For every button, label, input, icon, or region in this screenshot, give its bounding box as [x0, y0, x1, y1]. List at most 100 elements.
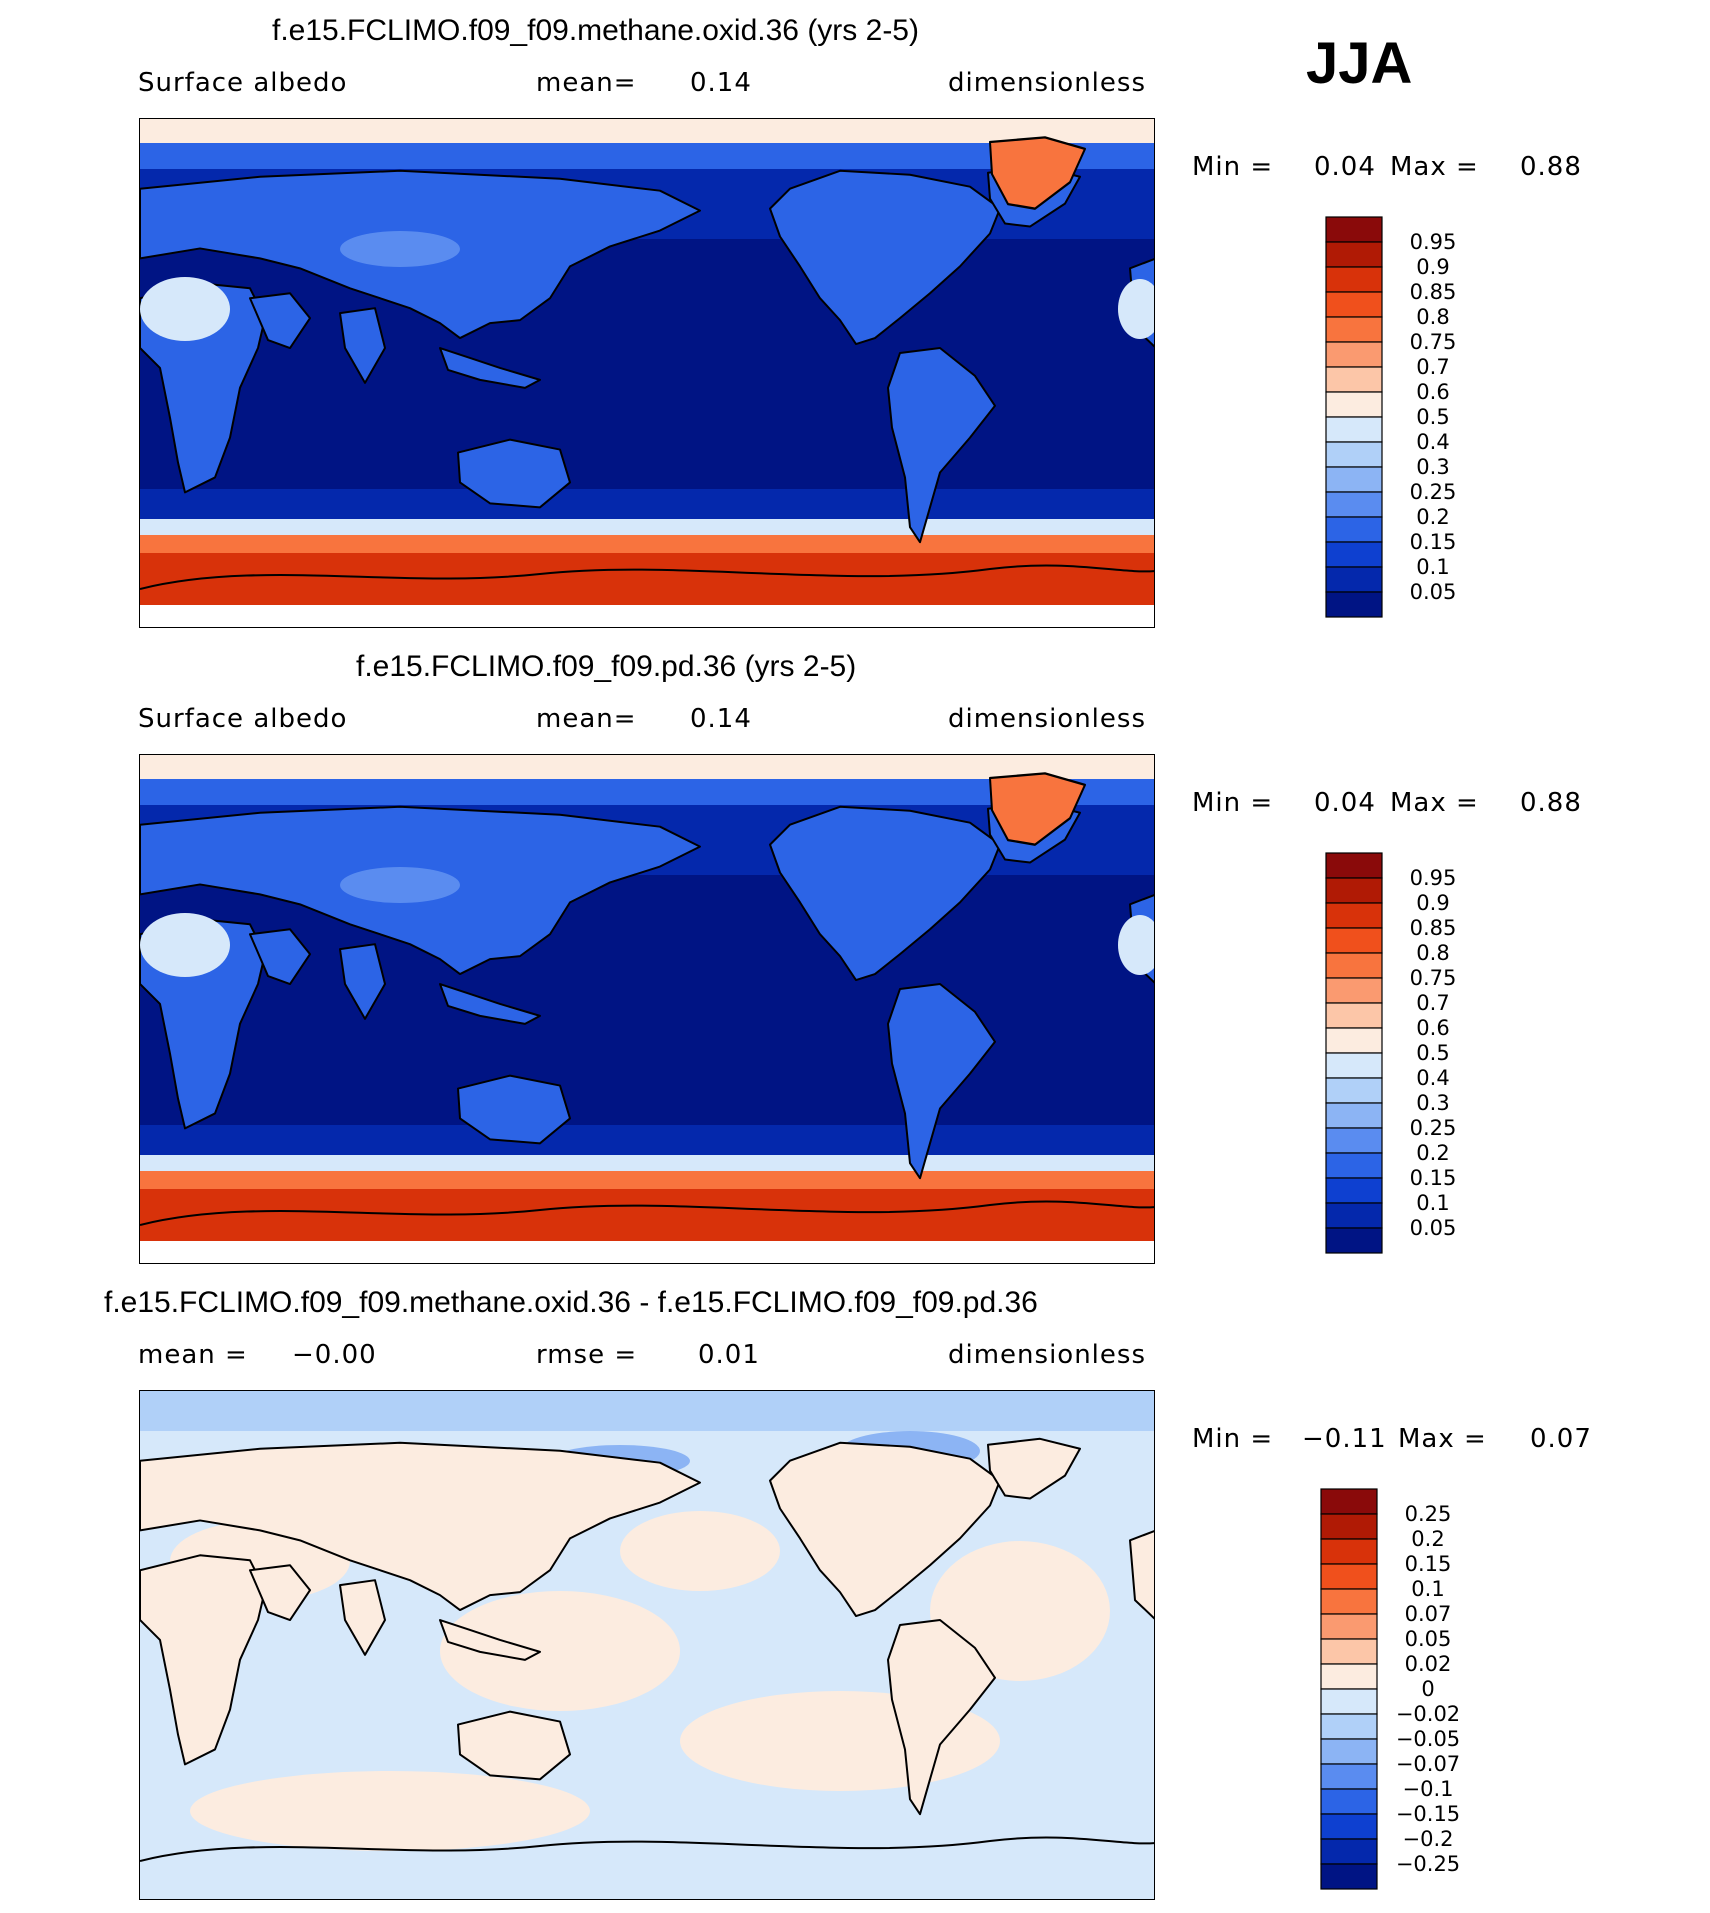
south-pole-gap [140, 605, 1154, 627]
colorbar-tick-label: 0.5 [1416, 405, 1449, 429]
panel-1-min-value: 0.04 [1314, 152, 1376, 182]
arctic-band [140, 1391, 1154, 1431]
colorbar-box [1325, 852, 1383, 879]
panel-3-min-label: Min = [1192, 1424, 1274, 1454]
antarctica-fill [140, 1189, 1154, 1241]
colorbar-box [1325, 1077, 1383, 1104]
panel-2-min-value: 0.04 [1314, 788, 1376, 818]
colorbar-box [1325, 1027, 1383, 1054]
colorbar-tick-label: 0.15 [1405, 1552, 1452, 1576]
positive-patch [620, 1511, 780, 1591]
colorbar-box [1320, 1688, 1378, 1715]
colorbar-box [1325, 416, 1383, 443]
land-africa [140, 1554, 266, 1766]
land-arabia [249, 292, 311, 350]
colorbar-tick-label: 0.15 [1410, 1166, 1457, 1190]
panel-3-colorbar: 0.25 0.2 0.15 0.1 0.07 0.05 0.02 0 −0.02 −0.05 −0.… [1320, 1488, 1460, 1890]
tibet-plateau [340, 231, 460, 267]
panel-2-max-value: 0.88 [1520, 788, 1582, 818]
land-greenland [987, 1437, 1081, 1500]
colorbar-box [1325, 1202, 1383, 1229]
southern-ice [140, 1171, 1154, 1189]
land-southAmerica [887, 1619, 996, 1816]
panel-3-mean-value: −0.00 [292, 1340, 377, 1370]
colorbar-tick-label: 0.85 [1410, 280, 1457, 304]
colorbar-tick-label: 0 [1421, 1677, 1434, 1701]
colorbar-tick-label: −0.25 [1396, 1852, 1460, 1876]
tropical-ocean [140, 239, 1154, 489]
panel-3-units: dimensionless [948, 1340, 1146, 1370]
colorbar-box [1325, 216, 1383, 243]
colorbar-tick-label: 0.95 [1410, 866, 1457, 890]
colorbar-tick-label: 0.05 [1405, 1627, 1452, 1651]
panel-1-max-value: 0.88 [1520, 152, 1582, 182]
panel-2-mean-label: mean= [536, 704, 637, 734]
panel-3-min-value: −0.11 [1302, 1424, 1387, 1454]
colorbar-box [1320, 1588, 1378, 1615]
colorbar-box [1325, 1127, 1383, 1154]
colorbar-box [1325, 1152, 1383, 1179]
colorbar-box [1325, 466, 1383, 493]
colorbar-tick-label: 0.07 [1405, 1602, 1452, 1626]
panel-2-colorbar: 0.95 0.9 0.85 0.8 0.75 0.7 0.6 0.5 0.4 0.3 0.25 0.2… [1325, 852, 1465, 1254]
colorbar-box [1325, 1102, 1383, 1129]
land-arabia [249, 1564, 311, 1622]
colorbar-tick-label: 0.7 [1416, 991, 1449, 1015]
panel-1-mean-label: mean= [536, 68, 637, 98]
colorbar-box [1325, 266, 1383, 293]
land-arabia [249, 928, 311, 986]
panel-2-max-label: Max = [1390, 788, 1479, 818]
south-pole-gap [140, 1241, 1154, 1263]
panel-3-map [139, 1390, 1155, 1900]
colorbar-tick-label: 0.8 [1416, 941, 1449, 965]
sahara-bright-east [1118, 915, 1154, 975]
colorbar-box [1320, 1713, 1378, 1740]
panel-1-mean-value: 0.14 [690, 68, 752, 98]
panel-2-title: f.e15.FCLIMO.f09_f09.pd.36 (yrs 2-5) [356, 650, 857, 683]
colorbar-tick-label: 0.75 [1410, 966, 1457, 990]
colorbar-tick-label: 0.1 [1411, 1577, 1444, 1601]
colorbar-box [1325, 1177, 1383, 1204]
colorbar-box [1325, 927, 1383, 954]
colorbar-tick-label: 0.95 [1410, 230, 1457, 254]
panel-2-min-label: Min = [1192, 788, 1274, 818]
panel-1-colorbar: 0.95 0.9 0.85 0.8 0.75 0.7 0.6 0.5 0.4 0.3 0.25 0.2… [1325, 216, 1465, 618]
antarctic-coast [140, 1200, 1154, 1226]
sahara-bright-east [1118, 279, 1154, 339]
colorbar-box [1325, 241, 1383, 268]
colorbar-box [1325, 291, 1383, 318]
colorbar-box [1325, 877, 1383, 904]
colorbar-box [1325, 441, 1383, 468]
colorbar-tick-label: 0.75 [1410, 330, 1457, 354]
colorbar-tick-label: 0.2 [1416, 1141, 1449, 1165]
panel-1-title: f.e15.FCLIMO.f09_f09.methane.oxid.36 (yr… [272, 14, 919, 47]
colorbar-tick-label: 0.6 [1416, 1016, 1449, 1040]
high-lat-band [140, 143, 1154, 169]
positive-patch [930, 1541, 1110, 1681]
sea-ice-edge [140, 1155, 1154, 1171]
colorbar-box [1320, 1813, 1378, 1840]
antarctic-coast [140, 564, 1154, 590]
colorbar-box [1320, 1513, 1378, 1540]
colorbar-box [1325, 491, 1383, 518]
colorbar-box [1325, 516, 1383, 543]
colorbar-tick-label: 0.2 [1416, 505, 1449, 529]
colorbar-box [1320, 1488, 1378, 1515]
colorbar-tick-label: 0.85 [1410, 916, 1457, 940]
season-label: JJA [1306, 31, 1413, 96]
sahara-bright [140, 277, 230, 341]
antarctica-fill [140, 553, 1154, 605]
colorbar-tick-label: 0.25 [1405, 1502, 1452, 1526]
greenland-ice [989, 136, 1086, 210]
panel-1-units: dimensionless [948, 68, 1146, 98]
panel-2-units: dimensionless [948, 704, 1146, 734]
colorbar-tick-label: 0.05 [1410, 580, 1457, 604]
colorbar-box [1320, 1638, 1378, 1665]
land-australia [457, 1710, 571, 1781]
sea-ice-edge [140, 519, 1154, 535]
colorbar-box [1320, 1663, 1378, 1690]
colorbar-tick-label: −0.02 [1396, 1702, 1460, 1726]
greenland-ice [989, 772, 1086, 846]
colorbar-tick-label: 0.9 [1416, 255, 1449, 279]
colorbar-tick-label: 0.9 [1416, 891, 1449, 915]
